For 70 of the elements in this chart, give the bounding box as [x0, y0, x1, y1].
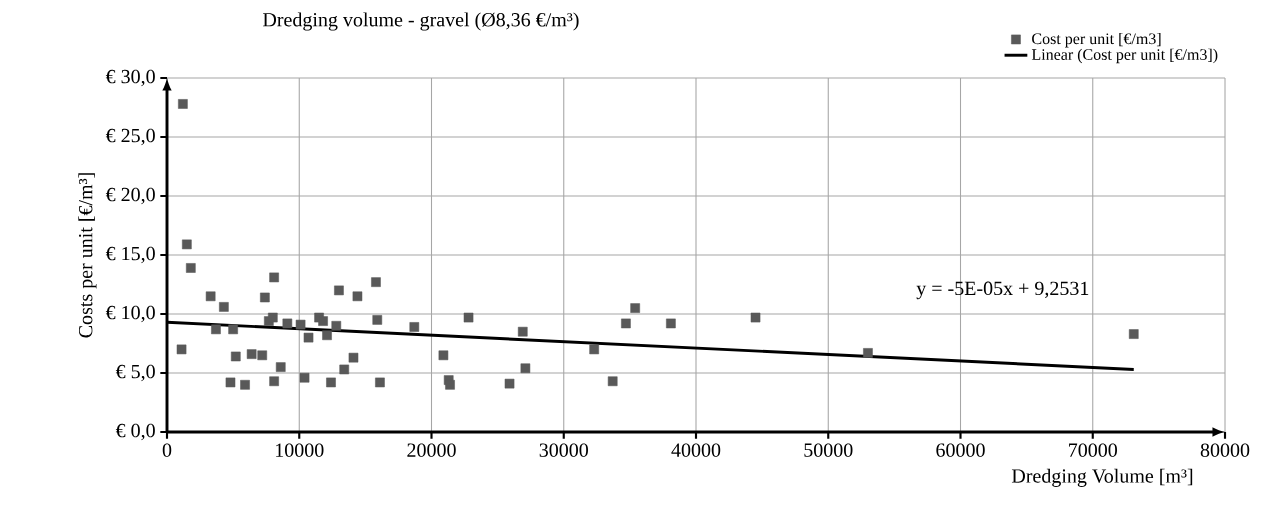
y-tick-label: € 10,0	[105, 305, 155, 323]
point	[331, 321, 342, 331]
legend-label: Linear (Cost per unit [€/m3])	[1031, 48, 1218, 64]
point	[589, 344, 599, 355]
y-axis-title: Costs per unit [€/m³]	[78, 173, 97, 338]
point	[438, 350, 449, 361]
point	[409, 322, 420, 332]
point	[375, 377, 385, 388]
point	[318, 316, 328, 326]
x-tick-label: 80000	[1200, 443, 1250, 457]
point	[268, 312, 278, 323]
point	[863, 348, 873, 358]
x-tick-label: 10000	[276, 443, 324, 457]
point	[303, 332, 314, 343]
point	[275, 362, 286, 372]
point	[230, 351, 241, 362]
point	[211, 324, 221, 335]
legend-label: Cost per unit [€/m3]	[1032, 32, 1161, 48]
point	[334, 285, 344, 296]
point	[666, 318, 676, 329]
x-tick-label: 60000	[936, 443, 985, 457]
y-tick-label: € 5,0	[115, 364, 155, 382]
chart-title: Dredging volume - gravel (Ø8,36 €/m³)	[263, 12, 579, 31]
point	[520, 363, 531, 374]
point	[322, 330, 332, 341]
point	[228, 324, 238, 335]
point	[630, 303, 640, 313]
x-tick-label: 20000	[407, 443, 456, 457]
point	[176, 344, 187, 355]
y-tick-label: € 0,0	[115, 423, 155, 441]
point	[326, 377, 336, 388]
x-tick-label: 70000	[1069, 443, 1117, 457]
point	[463, 312, 474, 323]
x-tick-label: 30000	[539, 443, 588, 457]
point	[269, 376, 279, 387]
point	[504, 378, 515, 389]
point	[282, 318, 293, 329]
point	[269, 272, 279, 283]
y-tick-label: € 20,0	[105, 187, 155, 205]
x-tick-label: 40000	[671, 443, 721, 457]
point	[352, 291, 363, 302]
point	[339, 364, 350, 375]
point	[348, 352, 359, 363]
point	[299, 372, 310, 383]
point	[517, 326, 528, 337]
point	[260, 292, 270, 303]
y-tick-label: € 15,0	[105, 246, 155, 264]
point	[371, 277, 381, 287]
point	[621, 318, 631, 329]
annotation: y = -5E-05x + 9,2531	[916, 281, 1089, 300]
point	[186, 263, 196, 273]
point	[205, 291, 216, 302]
y-tick-label: € 25,0	[105, 128, 155, 146]
point	[372, 315, 383, 325]
y-tick-label: € 30,0	[105, 69, 155, 87]
point	[257, 350, 268, 361]
x-tick-label: 50000	[804, 443, 853, 457]
point	[225, 377, 236, 388]
x-tick-label: 0	[162, 443, 172, 457]
x-axis-title: Dredging Volume [m³]	[1011, 468, 1193, 487]
point	[1128, 329, 1139, 339]
point	[178, 99, 188, 109]
point	[607, 376, 618, 387]
point	[240, 379, 250, 390]
point	[246, 349, 257, 359]
point	[295, 319, 306, 330]
point	[182, 239, 192, 250]
point	[445, 379, 455, 390]
point	[219, 302, 229, 312]
point	[750, 312, 761, 323]
